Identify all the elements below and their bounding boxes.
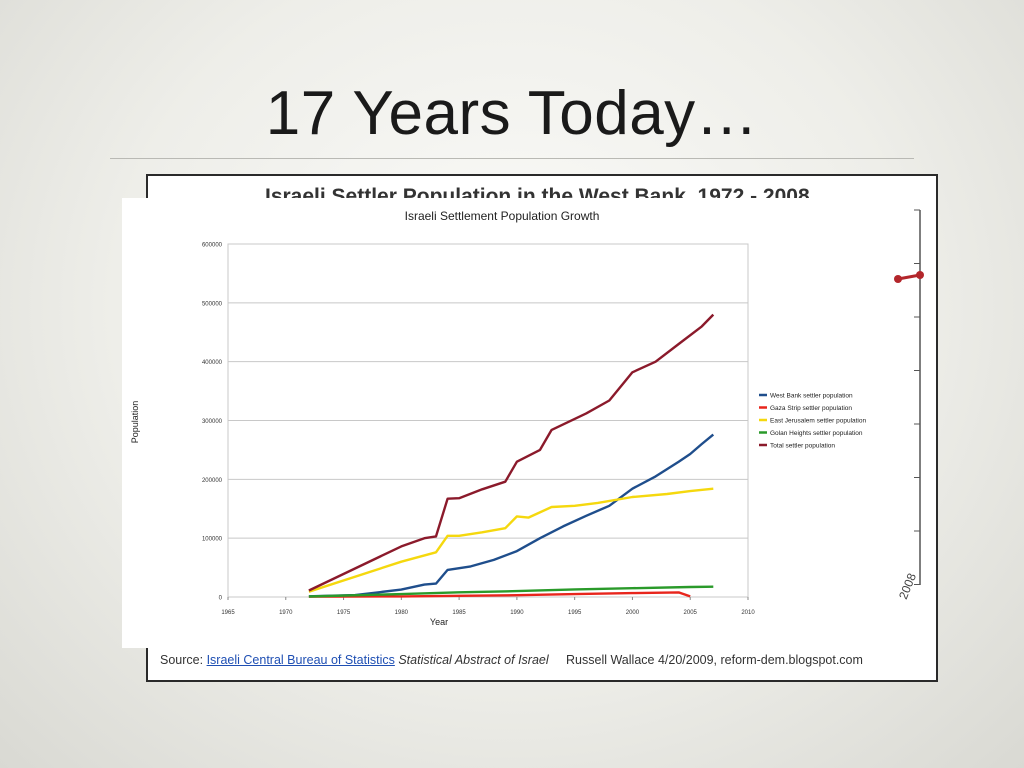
series-line-west-bank-settler-population <box>308 433 715 598</box>
background-chart-title: Israeli Settler Population in the West B… <box>265 185 810 198</box>
series-line-golan-heights-settler-population <box>308 585 714 598</box>
x-tick-label: 2000 <box>626 610 640 616</box>
title-divider <box>110 158 914 159</box>
legend-entry: West Bank settler population <box>770 393 853 400</box>
background-point-2007 <box>894 275 902 283</box>
x-tick-label: 1975 <box>337 610 351 616</box>
y-tick-label: 300000 <box>202 419 223 425</box>
y-tick-label: 500000 <box>202 301 223 307</box>
legend-entry: Gaza Strip settler population <box>770 405 852 412</box>
source-credit: Russell Wallace 4/20/2009, reform-dem.bl… <box>566 653 863 667</box>
source-publication: Statistical Abstract of Israel <box>398 653 549 667</box>
source-link[interactable]: Israeli Central Bureau of Statistics <box>206 653 395 667</box>
background-source-line: Source: Israeli Central Bureau of Statis… <box>160 653 863 667</box>
series-line-gaza-strip-settler-population <box>308 591 691 598</box>
y-tick-label: 400000 <box>202 360 223 366</box>
x-tick-label: 2010 <box>741 610 755 616</box>
x-tick-label: 1965 <box>221 610 235 616</box>
legend-entry: Golan Heights settler population <box>770 430 863 437</box>
settlement-chart-svg: Israeli Settlement Population Growth Pop… <box>130 209 866 627</box>
x-tick-label: 2005 <box>684 610 698 616</box>
x-axis-label: Year <box>430 617 448 627</box>
y-tick-label: 600000 <box>202 243 223 249</box>
series-line-east-jerusalem-settler-population <box>308 487 714 593</box>
y-tick-label: 200000 <box>202 478 223 484</box>
x-tick-label: 1990 <box>510 610 524 616</box>
x-tick-label: 1995 <box>568 610 582 616</box>
y-tick-label: 100000 <box>202 537 223 543</box>
x-tick-label: 1970 <box>279 610 293 616</box>
x-tick-label: 1985 <box>452 610 466 616</box>
legend-entry: Total settler population <box>770 443 835 450</box>
slide-title: 17 Years Today… <box>265 79 759 148</box>
chart-title: Israeli Settlement Population Growth <box>405 209 600 223</box>
y-tick-label: 0 <box>219 596 223 602</box>
y-axis-label: Population <box>130 401 140 444</box>
background-point-2008 <box>916 271 924 279</box>
legend-entry: East Jerusalem settler population <box>770 418 866 425</box>
source-label: Source: <box>160 653 204 667</box>
settlement-chart: Israeli Settlement Population Growth Pop… <box>122 198 892 648</box>
series-line-total-settler-population <box>308 313 715 592</box>
x-tick-label: 1980 <box>395 610 409 616</box>
